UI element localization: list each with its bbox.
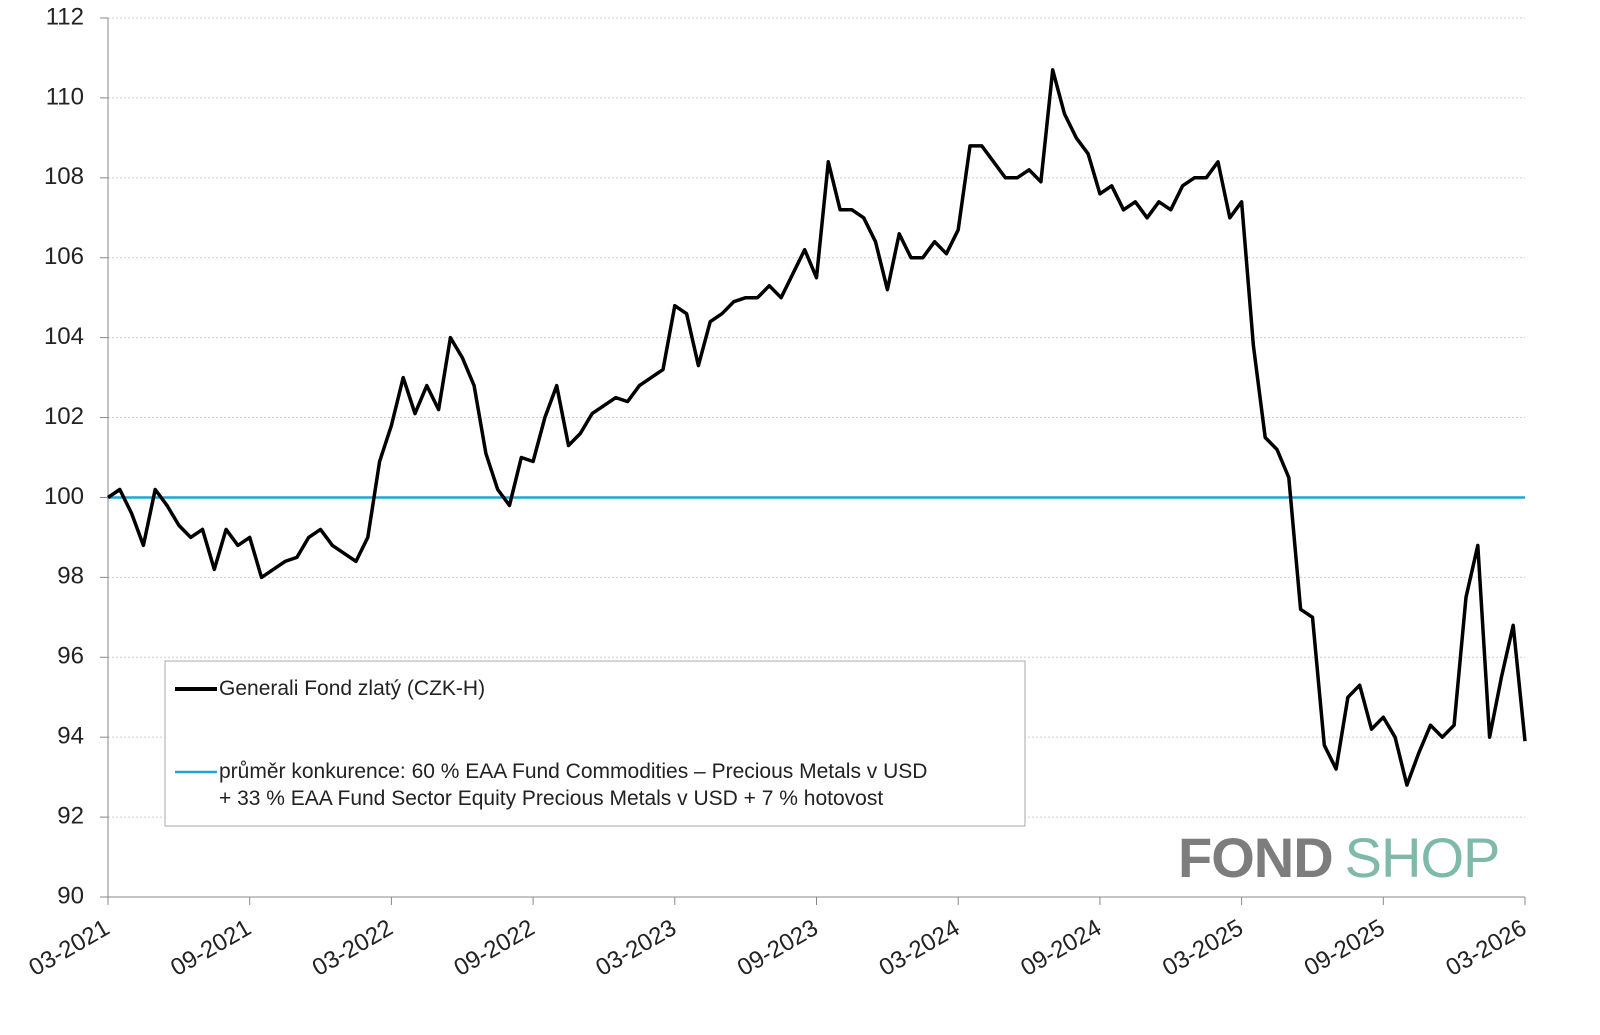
y-tick-label: 98 — [57, 563, 84, 590]
x-tick-label: 09-2024 — [1016, 914, 1106, 981]
legend-label: Generali Fond zlatý (CZK-H) — [219, 677, 486, 700]
legend-entry: průměr konkurence: 60 % EAA Fund Commodi… — [219, 760, 928, 810]
x-tick-label: 09-2021 — [166, 914, 256, 981]
legend-entry: Generali Fond zlatý (CZK-H) — [219, 677, 486, 700]
x-tick-label: 09-2022 — [449, 914, 539, 981]
x-tick-label: 03-2021 — [24, 914, 114, 981]
x-tick-label: 03-2025 — [1158, 914, 1248, 981]
y-tick-label: 90 — [57, 882, 84, 909]
series-line — [107, 68, 1527, 787]
y-tick-label: 94 — [57, 723, 84, 750]
y-tick-label: 92 — [57, 802, 84, 829]
y-tick-label: 104 — [44, 323, 84, 350]
y-tick-label: 100 — [44, 483, 84, 510]
y-tick-label: 102 — [44, 403, 84, 430]
legend-box — [164, 660, 1026, 827]
x-tick-label: 03-2023 — [591, 914, 681, 981]
y-tick-label: 106 — [44, 243, 84, 270]
logo: FOND SHOP — [1178, 826, 1499, 889]
y-tick-label: 110 — [46, 83, 84, 110]
logo-right: SHOP — [1345, 826, 1500, 889]
x-tick-label: 03-2024 — [875, 914, 965, 981]
y-tick-label: 96 — [57, 643, 84, 670]
y-tick-label: 108 — [44, 163, 84, 190]
x-tick-label: 03-2022 — [308, 914, 398, 981]
x-tick-label: 03-2026 — [1441, 914, 1531, 981]
y-tick-label: 112 — [46, 3, 84, 30]
x-tick-label: 09-2023 — [733, 914, 823, 981]
x-tick-label: 09-2025 — [1300, 914, 1390, 981]
legend-label: průměr konkurence: 60 % EAA Fund Commodi… — [219, 760, 928, 810]
logo-left: FOND — [1178, 826, 1333, 889]
